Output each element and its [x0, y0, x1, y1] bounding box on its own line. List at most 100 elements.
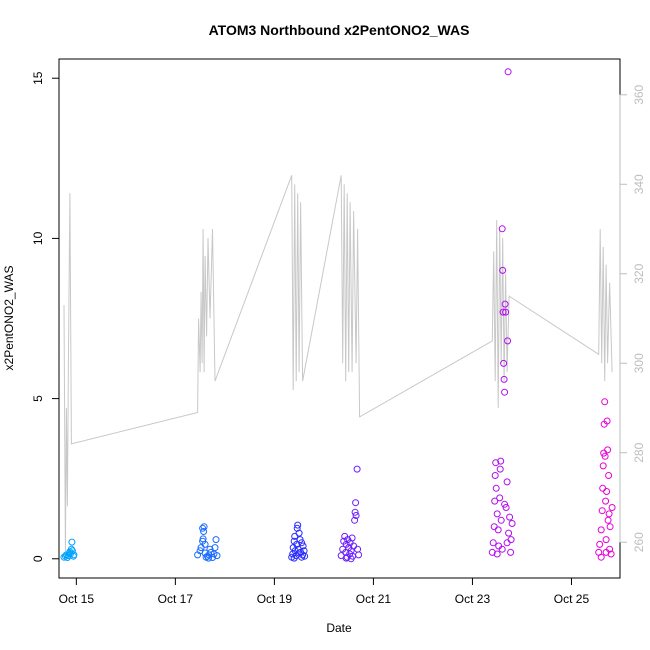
data-point — [597, 553, 605, 561]
data-point — [604, 516, 612, 524]
data-point — [497, 516, 505, 524]
data-point — [491, 497, 499, 505]
y2-axis: 260 280 300 320 340 360 — [619, 84, 646, 552]
x-tick-label: Oct 23 — [455, 592, 491, 606]
data-point — [60, 553, 68, 561]
data-point — [199, 524, 207, 532]
data-point — [212, 536, 220, 544]
y-tick-label: 5 — [31, 395, 45, 402]
chart-title: ATOM3 Northbound x2PentONO2_WAS — [209, 22, 470, 38]
data-point — [499, 308, 507, 316]
data-point — [504, 68, 512, 76]
y2-tick-label: 340 — [632, 174, 646, 194]
data-point — [353, 465, 361, 473]
point-layer — [60, 68, 616, 563]
data-point — [502, 504, 510, 511]
data-point — [596, 540, 604, 548]
data-point — [506, 513, 514, 521]
data-point — [67, 545, 75, 553]
data-point — [494, 526, 502, 534]
y2-tick-label: 260 — [632, 532, 646, 552]
data-point — [505, 529, 513, 537]
data-point — [599, 462, 607, 470]
data-point — [605, 510, 613, 518]
y-tick-label: 15 — [31, 71, 45, 85]
data-point — [504, 337, 512, 345]
gray-line-series — [63, 175, 613, 552]
data-point — [608, 504, 616, 511]
data-point — [201, 540, 209, 548]
data-point — [206, 545, 214, 553]
y2-tick-label: 320 — [632, 263, 646, 283]
data-point — [602, 548, 610, 556]
y2-tick-label: 300 — [632, 353, 646, 373]
data-point — [601, 398, 609, 406]
data-point — [296, 536, 304, 544]
data-point — [492, 484, 500, 492]
data-point — [508, 520, 516, 527]
data-point — [213, 552, 221, 560]
data-point — [601, 452, 609, 460]
data-point — [489, 539, 497, 547]
x-tick-label: Oct 15 — [59, 592, 95, 606]
data-point — [597, 526, 605, 534]
data-point — [502, 308, 510, 316]
data-point — [209, 554, 216, 561]
x-tick-label: Oct 21 — [356, 592, 392, 606]
data-point — [298, 539, 306, 547]
data-point — [351, 516, 359, 524]
data-point — [355, 551, 363, 559]
data-point — [507, 548, 515, 556]
data-point — [604, 446, 612, 454]
data-point — [603, 488, 611, 495]
data-point — [501, 300, 509, 308]
data-point — [488, 548, 496, 556]
data-point — [293, 524, 301, 532]
data-point — [500, 359, 508, 367]
data-point — [602, 536, 610, 544]
data-point — [68, 538, 76, 546]
x-axis: Oct 15 Oct 17 Oct 19 Oct 21 Oct 23 Oct 25 — [59, 577, 590, 606]
x-axis-label: Date — [326, 621, 352, 635]
data-point — [352, 499, 360, 507]
data-point — [351, 508, 359, 516]
data-point — [602, 497, 610, 505]
data-point — [497, 457, 505, 465]
data-point — [498, 545, 506, 553]
data-point — [293, 540, 301, 548]
data-point — [352, 512, 360, 519]
data-point — [347, 555, 355, 563]
data-point — [205, 554, 212, 562]
plot-frame — [58, 58, 621, 579]
data-point — [200, 528, 208, 535]
data-point — [490, 523, 498, 531]
data-point — [499, 266, 507, 274]
x-tick-label: Oct 19 — [257, 592, 293, 606]
data-point — [501, 500, 509, 508]
y2-tick-label: 360 — [632, 84, 646, 104]
x-tick-label: Oct 17 — [158, 592, 194, 606]
data-point — [496, 465, 504, 473]
data-point — [496, 494, 504, 502]
x-tick-label: Oct 25 — [554, 592, 590, 606]
data-point — [503, 478, 511, 486]
data-point — [493, 510, 501, 518]
data-point — [342, 554, 350, 562]
data-point — [607, 550, 615, 558]
data-point — [493, 550, 501, 558]
data-point — [605, 472, 613, 479]
y-tick-label: 10 — [31, 231, 45, 245]
y-axis-label: x2PentONO2_WAS — [2, 266, 16, 371]
line-layer — [63, 175, 613, 552]
y2-tick-label: 280 — [632, 442, 646, 462]
data-point — [354, 545, 362, 553]
data-point — [290, 554, 298, 562]
data-point — [507, 536, 515, 544]
y-axis: 0 5 10 15 — [31, 71, 60, 562]
data-point — [498, 225, 506, 233]
data-point — [603, 417, 611, 425]
data-point — [503, 539, 511, 547]
data-point — [501, 388, 509, 396]
y-tick-label: 0 — [31, 555, 45, 562]
